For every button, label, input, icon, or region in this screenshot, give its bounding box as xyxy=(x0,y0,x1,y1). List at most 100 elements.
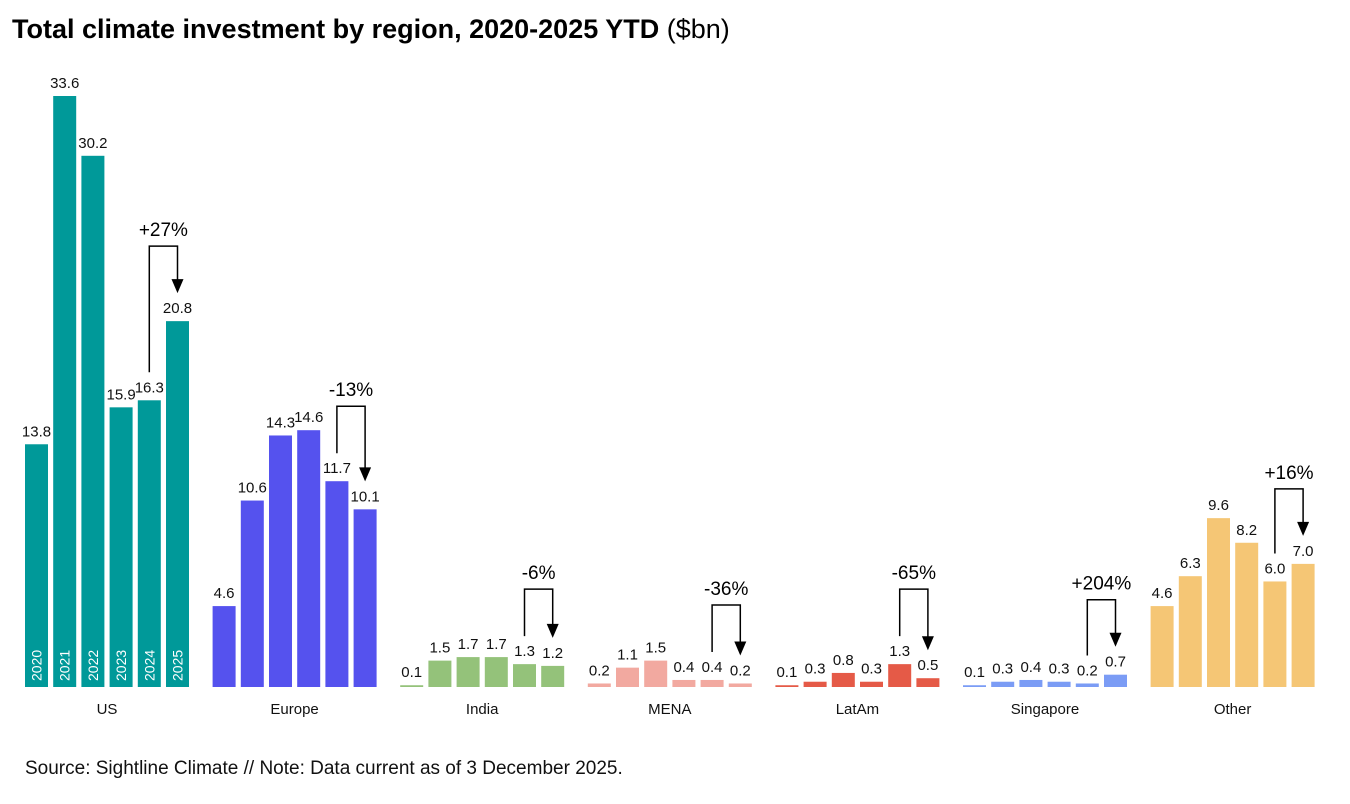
data-label: 0.1 xyxy=(776,664,797,681)
change-label: +16% xyxy=(1264,463,1313,484)
bar xyxy=(1047,681,1071,687)
bar xyxy=(513,664,536,687)
source-note: Source: Sightline Climate // Note: Data … xyxy=(25,758,623,779)
bar xyxy=(916,678,940,687)
bar xyxy=(1019,679,1043,687)
bar xyxy=(616,667,639,687)
data-label: 6.0 xyxy=(1264,560,1285,577)
bar xyxy=(775,685,799,687)
bar xyxy=(269,435,292,687)
data-label: 16.3 xyxy=(135,379,164,396)
region-label: Other xyxy=(1214,701,1252,718)
year-label: 2023 xyxy=(113,650,129,681)
data-label: 13.8 xyxy=(22,423,51,440)
data-label: 1.1 xyxy=(617,647,638,664)
data-label: 0.2 xyxy=(1077,662,1098,679)
data-label: 33.6 xyxy=(50,75,79,92)
data-label: 0.1 xyxy=(401,664,422,681)
change-bracket xyxy=(1086,598,1117,656)
data-label: 0.8 xyxy=(833,652,854,669)
change-bracket xyxy=(1274,488,1304,554)
bar xyxy=(700,679,724,687)
bar xyxy=(484,657,508,687)
bar xyxy=(888,664,912,687)
data-label: 1.5 xyxy=(429,640,450,657)
bar xyxy=(587,683,611,687)
data-label: 1.5 xyxy=(645,640,666,657)
region-label: MENA xyxy=(648,701,691,718)
change-bracket xyxy=(711,604,742,652)
data-label: 0.5 xyxy=(917,657,938,674)
bar xyxy=(166,321,189,687)
group-singapore: 0.1 0.3 0.4 0.3 0.2 0.7 Singapore +204% xyxy=(963,574,1131,718)
change-label: +204% xyxy=(1072,574,1132,595)
arrow-down-icon xyxy=(171,279,184,294)
arrow-down-icon xyxy=(359,467,372,482)
region-label: Singapore xyxy=(1011,701,1079,718)
data-label: 0.4 xyxy=(1020,659,1041,676)
year-label: 2022 xyxy=(85,650,101,681)
bar xyxy=(1104,674,1127,687)
bar xyxy=(25,444,48,687)
change-label: -13% xyxy=(329,380,373,401)
data-label: 6.3 xyxy=(1180,555,1201,572)
bar xyxy=(1207,518,1230,687)
bar xyxy=(1150,606,1174,687)
group-us: 13.8 2020 33.6 2021 30.2 2022 15.9 2023 16.3 2024… xyxy=(22,75,192,718)
bar xyxy=(991,681,1015,687)
bar xyxy=(137,400,161,687)
change-label: +27% xyxy=(139,220,188,241)
year-label: 2021 xyxy=(57,650,73,681)
bar xyxy=(1235,542,1259,687)
group-other: 4.6 6.3 9.6 8.2 6.0 7.0 Other +16% xyxy=(1150,463,1315,718)
change-bracket xyxy=(336,405,366,470)
data-label: 10.6 xyxy=(238,480,267,497)
data-label: 9.6 xyxy=(1208,497,1229,514)
change-bracket xyxy=(148,245,179,373)
arrow-down-icon xyxy=(921,636,934,651)
data-label: 0.4 xyxy=(673,659,694,676)
bar xyxy=(81,155,105,687)
data-label: 0.3 xyxy=(1049,661,1070,678)
data-label: 1.7 xyxy=(486,636,507,653)
data-label: 1.2 xyxy=(542,645,563,662)
data-label: 4.6 xyxy=(1152,585,1173,602)
region-label: US xyxy=(97,701,118,718)
bar xyxy=(803,681,827,687)
bar xyxy=(212,606,236,687)
bar xyxy=(109,407,133,687)
bar xyxy=(53,96,77,687)
year-label: 2024 xyxy=(141,650,157,681)
chart-title: Total climate investment by region, 2020… xyxy=(12,14,730,44)
bar xyxy=(644,660,668,687)
data-label: 14.3 xyxy=(266,414,295,431)
bar xyxy=(325,481,349,687)
bar xyxy=(1291,563,1315,687)
bar xyxy=(728,683,752,687)
data-label: 1.3 xyxy=(514,643,535,660)
bar xyxy=(1075,683,1099,687)
data-label: 0.3 xyxy=(992,661,1013,678)
bar xyxy=(831,672,855,687)
data-label: 1.3 xyxy=(889,643,910,660)
bar xyxy=(297,430,321,687)
bar xyxy=(353,509,377,687)
group-mena: 0.2 1.1 1.5 0.4 0.4 0.2 MENA -36% xyxy=(587,579,752,718)
data-label: 0.4 xyxy=(702,659,723,676)
arrow-down-icon xyxy=(1297,521,1310,536)
bar xyxy=(860,681,883,687)
bar xyxy=(963,685,986,687)
bar xyxy=(672,679,696,687)
group-latam: 0.1 0.3 0.8 0.3 1.3 0.5 LatAm -65% xyxy=(775,563,940,718)
data-label: 20.8 xyxy=(163,300,192,317)
data-label: 0.2 xyxy=(589,662,610,679)
change-bracket xyxy=(898,588,929,639)
bar xyxy=(456,657,480,687)
change-label: -65% xyxy=(892,563,936,584)
data-label: 15.9 xyxy=(106,386,135,403)
region-label: LatAm xyxy=(836,701,879,718)
group-europe: 4.6 10.6 14.314.6 11.7 10.1 Europe -13% xyxy=(212,380,380,718)
region-label: Europe xyxy=(270,701,318,718)
bar xyxy=(400,685,424,687)
